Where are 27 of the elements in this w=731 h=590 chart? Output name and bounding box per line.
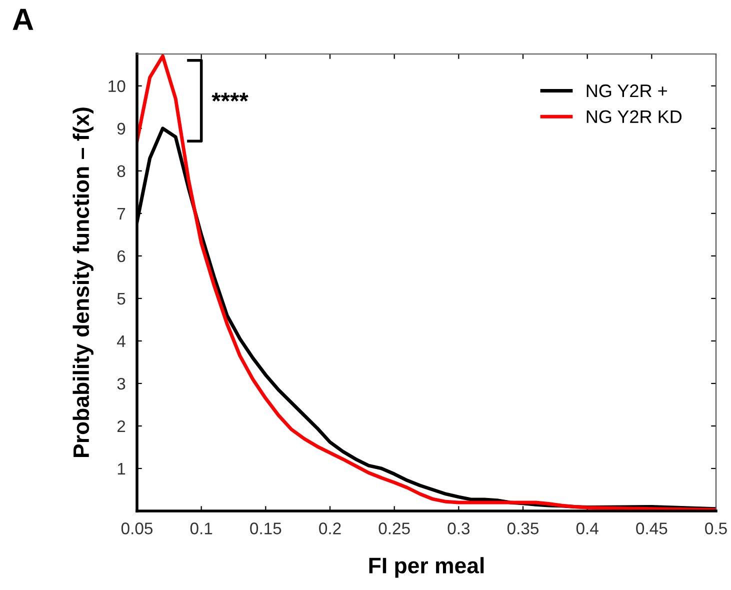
text: A (12, 8, 34, 30)
y-tick-label: 10 (108, 80, 126, 92)
y-tick-label: 7 (117, 208, 126, 220)
x-tick-label: 0.15 (250, 522, 282, 534)
x-tick-label: 0.25 (378, 522, 410, 534)
x-tick-label: 0.4 (576, 522, 598, 534)
y-tick-label: 6 (117, 250, 126, 262)
x-tick-label: 0.35 (507, 522, 539, 534)
line-series (137, 54, 716, 511)
y-tick-label: 9 (117, 122, 126, 135)
y-tick-label: 4 (117, 336, 126, 347)
x-axis-title: FI per meal (369, 557, 484, 578)
x-tick-label: 0.5 (705, 522, 727, 534)
y-tick-label: 8 (117, 165, 126, 178)
legend-label: NG Y2R + (586, 84, 667, 98)
annotation: **** (212, 92, 248, 102)
x-tick-label: 0.1 (190, 522, 212, 534)
x-tick-label: 0.45 (636, 522, 668, 534)
y-tick-label: 3 (117, 378, 126, 390)
y-tick-label: 2 (117, 420, 126, 432)
x-tick-label: 0.05 (121, 522, 153, 534)
y-tick-label: 5 (117, 293, 126, 305)
y-tick-label: 1 (118, 463, 126, 475)
legend-label: NG Y2R KD (586, 110, 682, 124)
x-tick-label: 0.3 (448, 522, 470, 534)
x-tick-label: 0.2 (319, 522, 341, 534)
y-axis-title: Probability density function – f(x) (72, 108, 94, 457)
